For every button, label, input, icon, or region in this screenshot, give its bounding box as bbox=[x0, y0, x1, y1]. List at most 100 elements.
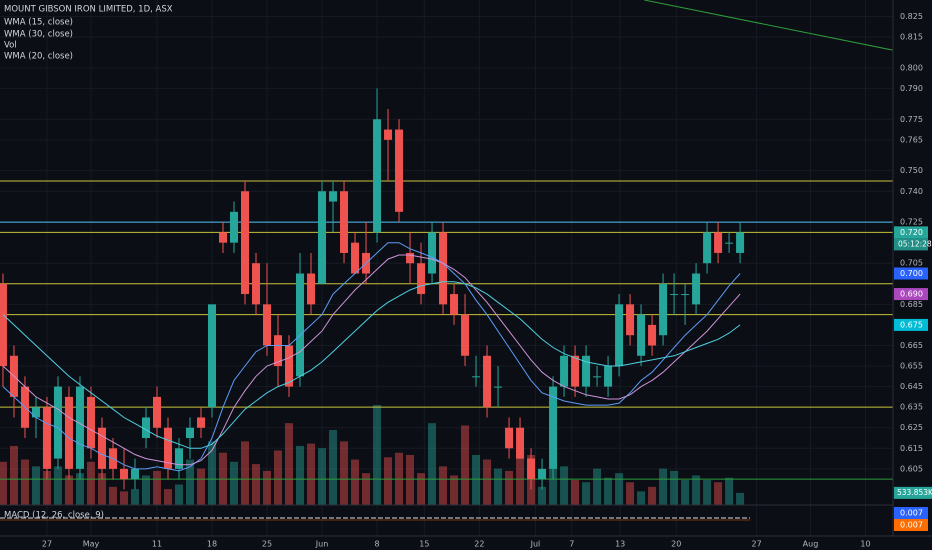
volume-bar bbox=[119, 491, 128, 505]
volume-bar bbox=[373, 405, 382, 505]
volume-bar bbox=[75, 473, 84, 505]
volume-bar bbox=[318, 448, 327, 505]
volume-bar bbox=[163, 489, 172, 505]
candle-body bbox=[692, 273, 701, 305]
volume-bar bbox=[86, 461, 95, 505]
candle-body bbox=[670, 294, 679, 296]
candle-body bbox=[42, 407, 51, 469]
volume-bar bbox=[285, 423, 294, 505]
y-tick-label: 0.635 bbox=[900, 403, 923, 412]
candle-body bbox=[516, 427, 525, 459]
y-tick-label: 0.655 bbox=[900, 362, 923, 371]
countdown: 05:12:28 bbox=[898, 239, 932, 248]
volume-bar bbox=[252, 464, 261, 505]
volume-bar bbox=[659, 468, 668, 505]
price-pane bbox=[0, 88, 745, 490]
price-tag-label: 0.690 bbox=[900, 290, 923, 299]
candle-body bbox=[615, 304, 624, 367]
y-tick-label: 0.750 bbox=[900, 166, 923, 175]
volume-bar bbox=[296, 445, 305, 505]
candle-body bbox=[659, 283, 668, 336]
volume-bar bbox=[362, 473, 371, 505]
candle-body bbox=[241, 191, 250, 295]
volume-bar bbox=[692, 475, 701, 505]
volume-bar bbox=[307, 443, 316, 505]
candle-body bbox=[648, 324, 657, 346]
volume-bar bbox=[626, 482, 635, 505]
volume-pane bbox=[0, 405, 745, 505]
candle-body bbox=[428, 232, 437, 274]
candle-body bbox=[582, 355, 591, 387]
candle-body bbox=[53, 386, 62, 459]
candle-body bbox=[472, 376, 481, 378]
candle-body bbox=[395, 129, 404, 212]
candle-body bbox=[538, 468, 547, 480]
x-tick-label: May bbox=[83, 540, 100, 549]
candle-body bbox=[75, 386, 84, 469]
candle-body bbox=[450, 294, 459, 315]
candle-body bbox=[185, 427, 194, 439]
volume-tag-label: 533.853K bbox=[897, 488, 932, 497]
countdown-box bbox=[894, 238, 928, 251]
x-tick-label: 27 bbox=[42, 540, 52, 549]
candle-body bbox=[163, 427, 172, 469]
legend-entry: WMA (30, close) bbox=[4, 30, 73, 40]
volume-bar bbox=[351, 459, 360, 505]
candle-body bbox=[208, 304, 217, 408]
volume-bar bbox=[582, 482, 591, 505]
volume-bar bbox=[329, 430, 338, 505]
candle-body bbox=[31, 407, 40, 418]
volume-bar bbox=[560, 466, 569, 505]
candle-body bbox=[219, 232, 228, 243]
candle-body bbox=[141, 417, 150, 439]
candle-body bbox=[130, 468, 139, 480]
y-tick-label: 0.705 bbox=[900, 259, 923, 268]
y-tick-label: 0.685 bbox=[900, 300, 923, 309]
wma-line bbox=[2, 281, 741, 449]
candle-body bbox=[571, 355, 580, 387]
x-tick-label: 25 bbox=[262, 540, 272, 549]
volume-bar bbox=[681, 480, 690, 505]
x-tick-label: 11 bbox=[152, 540, 162, 549]
candle-body bbox=[439, 232, 448, 305]
y-tick-label: 0.645 bbox=[900, 382, 923, 391]
volume-bar bbox=[130, 489, 139, 505]
volume-bar bbox=[417, 473, 426, 505]
macd-tag bbox=[894, 519, 928, 531]
price-tag bbox=[894, 267, 928, 280]
candle-body bbox=[494, 386, 503, 388]
candle-body bbox=[329, 191, 338, 202]
legend-entry: WMA (20, close) bbox=[4, 52, 73, 62]
x-tick-label: Aug bbox=[803, 540, 819, 549]
candle-body bbox=[549, 386, 558, 469]
candle-body bbox=[196, 417, 205, 428]
candle-body bbox=[285, 345, 294, 387]
candle-body bbox=[119, 468, 128, 480]
volume-bar bbox=[53, 466, 62, 505]
candle-body bbox=[527, 458, 536, 480]
volume-bar bbox=[208, 441, 217, 505]
volume-bar bbox=[483, 459, 492, 505]
legend-entry: WMA (15, close) bbox=[4, 18, 73, 28]
wma-line bbox=[2, 242, 741, 472]
candle-body bbox=[252, 263, 261, 305]
volume-bar bbox=[263, 470, 272, 505]
candle-body bbox=[483, 355, 492, 408]
candle-body bbox=[274, 335, 283, 367]
y-tick-label: 0.625 bbox=[900, 423, 923, 432]
volume-bar bbox=[450, 475, 459, 505]
candle-body bbox=[86, 396, 95, 449]
price-tag bbox=[894, 318, 928, 331]
candle-body bbox=[681, 294, 690, 296]
candle-body bbox=[736, 232, 745, 253]
macd-tag-label: 0.007 bbox=[900, 521, 923, 530]
candle-body bbox=[64, 396, 73, 469]
volume-bar bbox=[505, 470, 514, 505]
volume-bar bbox=[274, 450, 283, 505]
volume-bar bbox=[152, 470, 161, 505]
volume-bar bbox=[725, 477, 734, 505]
y-tick-label: 0.765 bbox=[900, 135, 923, 144]
volume-bar bbox=[428, 423, 437, 505]
volume-bar bbox=[703, 480, 712, 505]
candle-body bbox=[384, 129, 393, 140]
